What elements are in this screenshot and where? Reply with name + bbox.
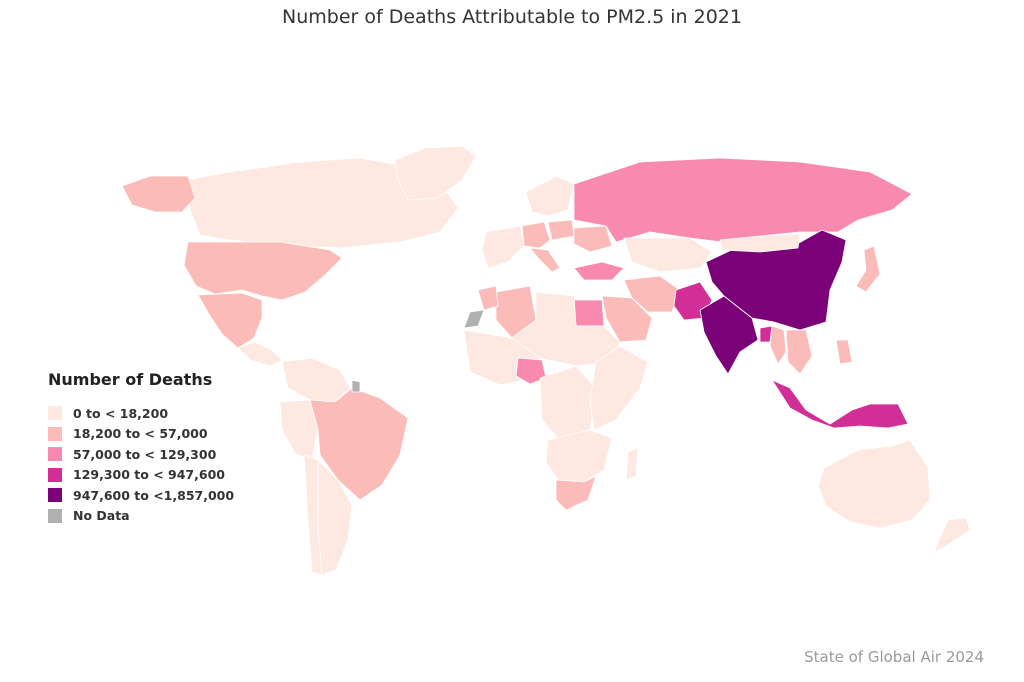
legend-swatch: [48, 467, 62, 482]
legend: Number of Deaths 0 to < 18,200 18,200 to…: [48, 370, 234, 526]
legend-swatch: [48, 447, 62, 462]
legend-item: 18,200 to < 57,000: [48, 424, 234, 445]
region-alaska[interactable]: [121, 175, 196, 213]
legend-label: 57,000 to < 129,300: [73, 446, 217, 462]
region-mongolia[interactable]: [719, 233, 801, 253]
map-title: Number of Deaths Attributable to PM2.5 i…: [282, 6, 742, 28]
region-east-africa[interactable]: [589, 345, 649, 431]
region-saudi-arabia[interactable]: [601, 295, 653, 343]
legend-item: 129,300 to < 947,600: [48, 465, 234, 486]
legend-label: 18,200 to < 57,000: [73, 426, 208, 442]
legend-swatch: [48, 508, 62, 523]
source-credit: State of Global Air 2024: [804, 648, 984, 666]
region-morocco[interactable]: [477, 285, 499, 311]
region-western-europe[interactable]: [481, 225, 525, 269]
region-french-guiana[interactable]: [351, 379, 361, 393]
legend-item: 0 to < 18,200: [48, 403, 234, 424]
region-scandinavia[interactable]: [525, 175, 575, 217]
region-western-sahara[interactable]: [463, 309, 485, 329]
legend-swatch: [48, 406, 62, 421]
region-egypt[interactable]: [573, 299, 605, 327]
region-canada[interactable]: [184, 157, 459, 249]
legend-title: Number of Deaths: [48, 370, 213, 389]
region-philippines[interactable]: [835, 339, 853, 365]
region-united-states[interactable]: [183, 241, 343, 301]
legend-item: 57,000 to < 129,300: [48, 444, 234, 465]
region-japan[interactable]: [855, 245, 881, 293]
region-brazil[interactable]: [309, 387, 409, 501]
region-mexico[interactable]: [197, 292, 263, 349]
legend-swatch: [48, 488, 62, 503]
region-nigeria[interactable]: [515, 357, 547, 385]
region-poland[interactable]: [547, 219, 575, 241]
region-bangladesh[interactable]: [759, 325, 773, 343]
region-russia[interactable]: [573, 157, 913, 243]
region-southeast-asia[interactable]: [785, 329, 813, 375]
region-chile[interactable]: [303, 454, 323, 576]
region-ukraine[interactable]: [573, 225, 613, 253]
legend-label: 129,300 to < 947,600: [73, 467, 225, 483]
legend-label: No Data: [73, 508, 130, 524]
legend-item: 947,600 to <1,857,000: [48, 485, 234, 506]
region-madagascar[interactable]: [625, 447, 639, 481]
region-central-africa[interactable]: [539, 365, 597, 441]
region-indonesia[interactable]: [771, 379, 909, 429]
legend-item: No Data: [48, 506, 234, 527]
region-australia[interactable]: [817, 439, 931, 529]
region-southern-africa[interactable]: [545, 429, 613, 483]
region-germany[interactable]: [521, 221, 551, 249]
region-greenland[interactable]: [394, 145, 477, 201]
region-myanmar[interactable]: [769, 325, 787, 365]
legend-swatch: [48, 426, 62, 441]
region-new-zealand[interactable]: [933, 517, 971, 553]
region-colombia[interactable]: [281, 357, 351, 403]
region-central-america[interactable]: [237, 341, 283, 367]
region-italy[interactable]: [529, 247, 561, 273]
region-turkey[interactable]: [573, 261, 625, 281]
legend-label: 947,600 to <1,857,000: [73, 487, 235, 503]
legend-label: 0 to < 18,200: [73, 405, 169, 421]
region-south-africa[interactable]: [555, 475, 597, 511]
region-kazakhstan[interactable]: [623, 237, 713, 273]
